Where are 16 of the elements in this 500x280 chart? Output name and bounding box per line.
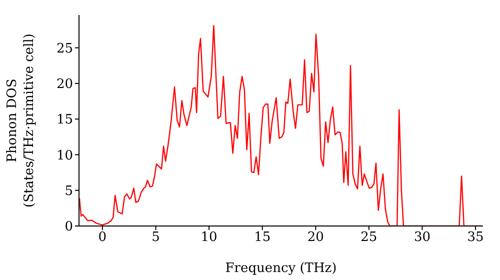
y-tick-label: 0	[64, 220, 73, 235]
y-tick-label: 10	[56, 148, 73, 164]
x-axis-title: Frequency (THz)	[225, 261, 337, 276]
x-tick-label: 30	[414, 230, 431, 246]
x-tick-label: 15	[254, 230, 271, 246]
x-tick-label: 35	[467, 230, 484, 246]
y-tick-label: 25	[56, 41, 73, 56]
x-tick-label: 5	[152, 230, 160, 246]
x-tick-label: 25	[360, 230, 378, 246]
x-tick-label: 0	[98, 230, 107, 246]
y-tick-label: 20	[56, 77, 73, 92]
x-tick-label: 20	[307, 230, 324, 246]
y-tick-label: 5	[64, 184, 73, 199]
y-tick-label: 15	[56, 112, 73, 128]
x-tick-label: 10	[200, 230, 218, 246]
y-axis-title: Phonon DOS (States/THz·primitive cell)	[5, 33, 37, 208]
